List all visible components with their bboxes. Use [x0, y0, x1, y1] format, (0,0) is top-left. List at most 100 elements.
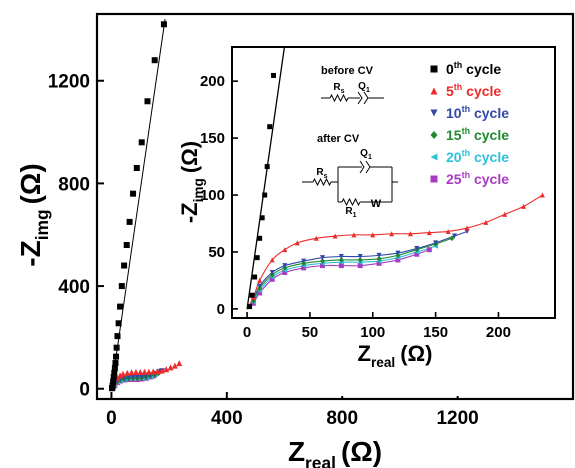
main-point	[130, 373, 137, 380]
main-point	[160, 21, 167, 28]
main-point	[115, 320, 122, 327]
main-point	[132, 369, 139, 376]
main-y-axis-label: -Zimg (Ω)	[15, 163, 52, 266]
main-x-tick-label: 400	[211, 408, 243, 429]
label-rs-before: Rs	[333, 82, 344, 95]
inset-point	[332, 233, 338, 239]
inset-point	[521, 203, 527, 209]
resistor-symbol	[329, 93, 349, 103]
main-point	[124, 369, 131, 376]
inset-point	[269, 257, 275, 263]
inset-point	[357, 254, 363, 260]
main-point	[118, 283, 125, 290]
inset-y-axis-label-unit: (Ω)	[177, 141, 202, 173]
label-q1-before: Q1	[358, 81, 370, 94]
circuit-after-label: after CV	[317, 133, 360, 145]
inset-x-tick-label: 150	[423, 324, 448, 341]
legend-label-sup: th	[454, 60, 463, 70]
legend-label-4: 20th cycle	[446, 148, 509, 165]
main-x-tick-label: 1200	[436, 408, 478, 429]
label-q1-after-base: Q	[360, 148, 368, 159]
inset-point	[257, 277, 263, 283]
main-y-axis-label-sub: img	[32, 209, 52, 240]
main-point	[141, 368, 148, 375]
inset-point	[414, 246, 420, 252]
inset-point	[257, 283, 263, 289]
inset-point	[269, 276, 275, 282]
main-point	[151, 57, 158, 64]
label-r1-after-base: R	[345, 206, 353, 217]
inset-point	[262, 192, 268, 198]
inset-point	[267, 124, 273, 130]
inset-point	[433, 240, 439, 246]
inset-point	[370, 232, 376, 238]
main-x-tick-label: 0	[106, 408, 117, 429]
inset-y-axis-label-sub: img	[191, 178, 206, 202]
main-point	[114, 333, 121, 340]
legend-label-5: 25th cycle	[446, 170, 509, 187]
main-point	[154, 368, 161, 375]
inset-point	[301, 265, 307, 271]
inset-point	[502, 211, 508, 217]
inset-x-tick-label: 200	[486, 324, 511, 341]
main-point	[176, 360, 183, 367]
inset-plot-area	[246, 16, 545, 310]
main-point	[111, 365, 118, 372]
inset-point	[276, 16, 281, 21]
inset-point	[259, 215, 265, 221]
inset-point	[257, 290, 263, 296]
main-y-tick-label: 400	[58, 277, 90, 298]
main-point	[113, 353, 120, 360]
inset-point	[294, 240, 300, 246]
main-point	[130, 190, 137, 197]
main-point	[110, 378, 117, 385]
main-x-tick-label: 800	[326, 408, 358, 429]
inset-point	[282, 269, 288, 275]
main-point	[110, 374, 117, 381]
inset-point	[252, 274, 258, 280]
label-rs-before-sub: s	[341, 88, 345, 95]
main-y-tick-label: 800	[58, 174, 90, 195]
inset-point	[414, 251, 420, 257]
main-point	[123, 242, 130, 248]
legend-label-3: 15th cycle	[446, 126, 509, 143]
inset-point	[249, 292, 255, 298]
inset-point	[319, 258, 325, 264]
legend-label-num: 0	[446, 61, 454, 77]
main-point	[119, 370, 126, 377]
main-point	[150, 368, 157, 375]
label-q1-after: Q1	[360, 148, 372, 161]
inset-point	[254, 255, 260, 261]
inset-point	[376, 252, 382, 258]
main-point	[133, 165, 140, 171]
inset-point	[319, 255, 325, 261]
main-y-axis-label-base: -Z	[15, 240, 46, 266]
legend-label-0: 0th cycle	[446, 60, 501, 77]
legend-label-sup: th	[462, 126, 471, 136]
inset-series-0	[247, 16, 281, 310]
inset-point	[395, 257, 401, 263]
inset-point	[357, 257, 363, 263]
legend-label-sup: th	[462, 104, 471, 114]
resistor-symbol	[312, 177, 332, 187]
label-q1-before-sub: 1	[366, 87, 370, 94]
inset-x-axis-label-unit: (Ω)	[400, 341, 432, 366]
main-x-axis-label: Zreal (Ω)	[288, 436, 382, 468]
main-series-0	[109, 21, 167, 392]
cpe-symbol	[359, 160, 365, 174]
inset-point	[426, 247, 432, 253]
main-point	[137, 369, 144, 376]
inset-point	[407, 231, 413, 237]
main-plot-frame	[95, 12, 575, 401]
main-point	[121, 262, 128, 269]
main-point	[113, 344, 120, 351]
main-point	[163, 366, 170, 373]
main-x-axis-label-unit: (Ω)	[341, 436, 382, 467]
legend-marker-2	[430, 109, 438, 117]
inset-point	[282, 263, 288, 269]
inset-plot-frame	[231, 46, 556, 319]
inset-point	[445, 228, 451, 234]
inset-point	[338, 263, 344, 269]
